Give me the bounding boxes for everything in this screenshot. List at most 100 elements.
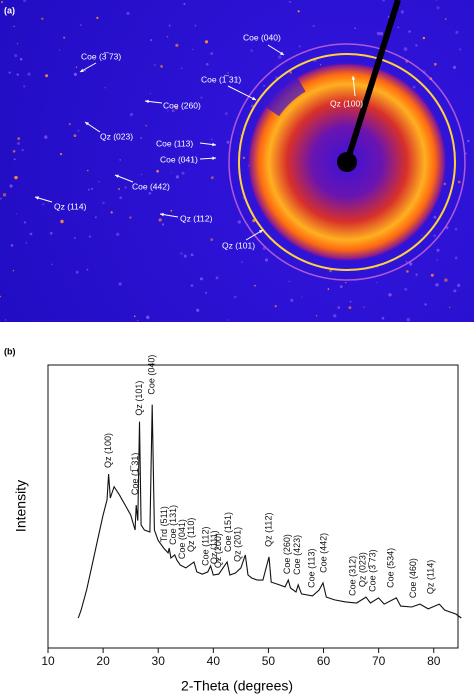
arrow-head xyxy=(259,230,263,234)
ring-inner xyxy=(238,53,456,271)
arrow-head xyxy=(145,99,149,104)
spot xyxy=(21,149,24,152)
spot xyxy=(454,227,458,231)
spot xyxy=(88,188,90,191)
spot xyxy=(156,169,159,173)
peak-label: Coe (3̅ 73) xyxy=(367,549,377,592)
spot xyxy=(175,43,179,47)
beam-stop xyxy=(337,152,357,172)
spot xyxy=(181,171,185,175)
spot xyxy=(174,106,178,110)
spot xyxy=(154,64,156,66)
spot xyxy=(382,0,386,2)
spot xyxy=(118,188,120,190)
spot xyxy=(254,284,256,287)
spot xyxy=(14,175,18,180)
spot xyxy=(129,216,132,219)
spot xyxy=(404,287,408,291)
x-tick-label: 70 xyxy=(372,654,386,668)
spot xyxy=(2,193,7,197)
spot xyxy=(264,258,269,262)
spot xyxy=(124,186,127,189)
spot xyxy=(16,43,19,45)
arrow xyxy=(227,85,257,101)
spot xyxy=(210,176,214,180)
spot xyxy=(17,137,21,140)
peak-label: Coe (423) xyxy=(292,535,302,575)
spot xyxy=(183,2,186,6)
spot xyxy=(337,306,341,309)
spot xyxy=(190,253,194,257)
spot xyxy=(215,276,219,280)
spot xyxy=(183,254,187,258)
spot xyxy=(329,269,332,273)
arrow-head xyxy=(212,156,216,160)
spot xyxy=(290,298,294,302)
spot xyxy=(436,6,440,10)
peak-label: Coe (442) xyxy=(318,533,328,573)
spot xyxy=(435,0,438,2)
spot xyxy=(400,10,404,14)
arrow-head xyxy=(115,174,119,178)
spot xyxy=(119,159,122,161)
spot xyxy=(376,281,378,284)
spot xyxy=(192,48,194,51)
spot-label: Qz (023) xyxy=(100,131,133,141)
peak-label: Qz (100) xyxy=(103,433,113,468)
spot xyxy=(354,27,357,30)
spot-label: Qz (100) xyxy=(330,98,363,108)
spot xyxy=(459,48,462,51)
spot xyxy=(42,203,45,206)
spot xyxy=(0,0,4,4)
arrow-head xyxy=(280,51,284,55)
spot xyxy=(10,244,14,247)
spot xyxy=(452,65,457,69)
spot xyxy=(98,181,100,183)
spot xyxy=(198,215,202,219)
spot xyxy=(73,236,76,239)
arrow-head xyxy=(85,122,89,126)
spot xyxy=(349,300,352,303)
arrow-head xyxy=(212,142,216,147)
peak-label: Coe (131) xyxy=(168,505,178,545)
spot xyxy=(17,142,20,145)
spot xyxy=(289,0,291,3)
spot xyxy=(79,24,82,26)
spot xyxy=(170,172,172,174)
spot xyxy=(160,65,164,68)
spot xyxy=(44,135,48,139)
x-tick-label: 80 xyxy=(427,654,441,668)
spot xyxy=(8,71,11,74)
x-axis-label: 2-Theta (degrees) xyxy=(181,678,293,694)
spot xyxy=(408,30,411,33)
spot xyxy=(224,112,228,116)
spot xyxy=(263,84,266,87)
peak-label: Qz (114) xyxy=(425,560,435,594)
spot xyxy=(4,319,7,321)
spot xyxy=(170,209,173,212)
spot xyxy=(140,173,143,176)
arrow-head xyxy=(351,76,356,80)
spot xyxy=(227,72,229,74)
spot xyxy=(275,76,278,79)
spot xyxy=(119,196,122,199)
spot xyxy=(23,221,27,224)
diffraction-image: (a) Coe (040) Coe (3̅ 73) Coe (1̅ 31) Qz (1… xyxy=(0,0,474,322)
spot xyxy=(68,123,71,126)
spot xyxy=(312,24,316,28)
spot xyxy=(235,77,239,81)
spot xyxy=(444,18,447,20)
spot-label: Coe (040) xyxy=(243,32,281,42)
spot xyxy=(182,158,185,160)
spot xyxy=(454,256,458,260)
xrd-curve xyxy=(77,404,462,619)
spot xyxy=(250,49,253,52)
peak-label: Qz (111) xyxy=(209,530,219,564)
spot xyxy=(315,314,318,317)
spot xyxy=(14,54,18,58)
spot xyxy=(339,285,343,288)
spot xyxy=(45,74,48,78)
x-tick-label: 30 xyxy=(152,654,166,668)
peak-label: Coe (460) xyxy=(408,558,418,598)
